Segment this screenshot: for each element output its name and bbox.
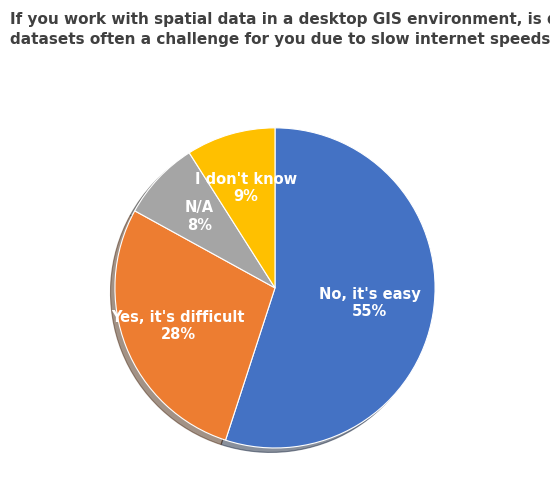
Wedge shape	[115, 211, 275, 440]
Text: Yes, it's difficult
28%: Yes, it's difficult 28%	[112, 310, 245, 343]
Wedge shape	[226, 128, 435, 448]
Text: N/A
8%: N/A 8%	[185, 201, 214, 233]
Wedge shape	[189, 128, 275, 288]
Text: No, it's easy
55%: No, it's easy 55%	[319, 287, 421, 319]
Text: If you work with spatial data in a desktop GIS environment, is downloading large: If you work with spatial data in a deskt…	[10, 12, 550, 47]
Text: I don't know
9%: I don't know 9%	[195, 172, 297, 204]
Wedge shape	[135, 153, 275, 288]
